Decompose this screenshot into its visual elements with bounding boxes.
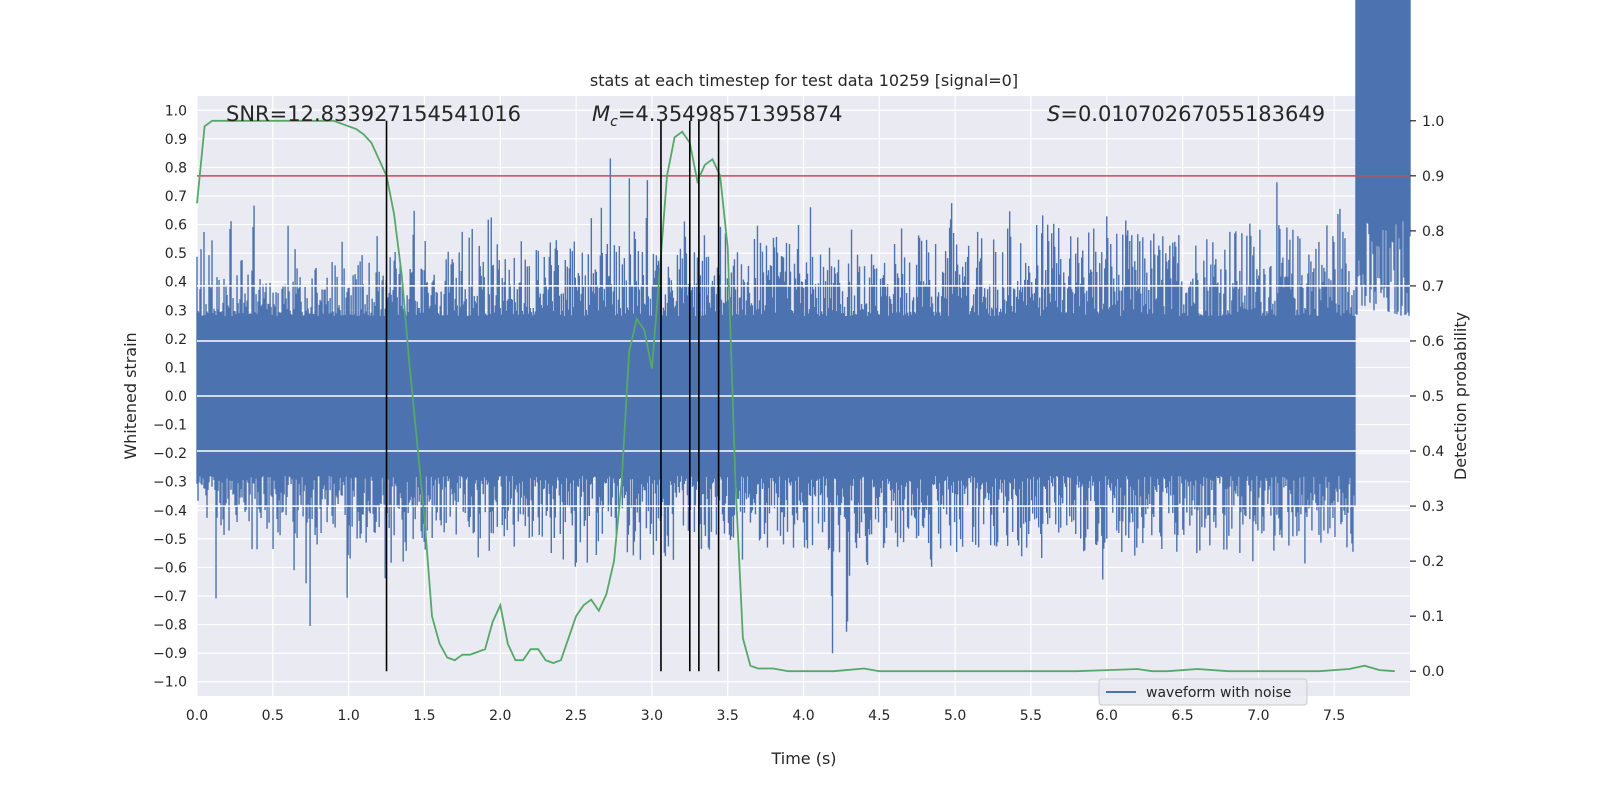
x-tick-label: 2.5 [565,708,587,724]
y-left-tick-label: 0.8 [165,160,187,176]
y-left-tick-label: −0.9 [153,646,187,662]
y-left-tick-label: −0.1 [153,418,187,434]
x-tick-label: 5.0 [944,708,966,724]
y-right-tick-label: 0.5 [1422,389,1444,405]
x-tick-label: 0.0 [186,708,208,724]
y-left-tick-label: −0.4 [153,503,187,519]
y-left-tick-label: −0.2 [153,446,187,462]
y-left-tick-label: 0.0 [165,389,187,405]
detection-probability-line [196,119,1395,673]
chirp-mass-subscript: c [610,114,618,130]
chirp-mass-value: =4.35498571395874 [618,102,843,126]
s-statistic-value: =0.01070267055183649 [1060,102,1325,126]
y-right-tick-label: 0.4 [1422,444,1444,460]
y-right-tick-label: 0.1 [1422,609,1444,625]
legend: waveform with noise [1098,678,1308,706]
y-left-tick-label: 0.9 [165,132,187,148]
y-left-tick-label: −0.5 [153,532,187,548]
x-tick-label: 1.5 [413,708,435,724]
y-right-tick-label: 0.2 [1422,554,1444,570]
y-right-tick-label: 0.9 [1422,169,1444,185]
x-tick-label: 2.0 [489,708,511,724]
x-tick-label: 4.5 [868,708,890,724]
snr-annotation: SNR=12.833927154541016 [226,102,521,126]
legend-box [1098,678,1308,706]
y-right-tick-label: 0.0 [1422,664,1444,680]
y-left-tick-label: 0.7 [165,189,187,205]
x-tick-label: 7.0 [1247,708,1269,724]
y-left-tick-label: 0.5 [165,246,187,262]
y-left-tick-label: 1.0 [165,103,187,119]
x-tick-label: 3.0 [641,708,663,724]
axis-ticks: 0.0 0.5 1.0 1.5 2.0 2.5 3.0 3.5 4.0 4.5 5.0 5.5 6.0 6… [153,103,1444,724]
vertical-markers [385,120,720,672]
x-tick-label: 6.0 [1096,708,1118,724]
y-right-tick-label: 0.8 [1422,224,1444,240]
y-left-tick-label: −0.6 [153,560,187,576]
y-left-tick-label: −0.8 [153,618,187,634]
waveform-series [196,0,1411,654]
y-right-tick-label: 0.7 [1422,279,1444,295]
y-left-tick-label: −0.7 [153,589,187,605]
x-tick-label: 3.5 [717,708,739,724]
x-tick-label: 7.5 [1323,708,1345,724]
y-left-tick-label: 0.6 [165,218,187,234]
y-left-tick-label: 0.2 [165,332,187,348]
chart-title: stats at each timestep for test data 102… [590,71,1018,90]
probability-series [196,119,1410,673]
y-axis-left-label: Whitened strain [121,332,140,459]
y-left-tick-label: 0.3 [165,303,187,319]
x-tick-label: 0.5 [262,708,284,724]
x-tick-label: 6.5 [1171,708,1193,724]
x-axis-label: Time (s) [770,749,836,768]
x-tick-label: 5.5 [1020,708,1042,724]
y-right-tick-label: 0.3 [1422,499,1444,515]
y-left-tick-label: −0.3 [153,475,187,491]
s-statistic-symbol: S [1047,102,1060,126]
x-tick-label: 4.0 [792,708,814,724]
y-left-tick-label: −1.0 [153,675,187,691]
y-right-tick-label: 0.6 [1422,334,1444,350]
chirp-mass-annotation: Mc=4.35498571395874 [592,102,843,130]
s-statistic-annotation: S=0.01070267055183649 [1047,102,1325,126]
y-left-tick-label: 0.1 [165,360,187,376]
chirp-mass-symbol: M [592,102,610,126]
y-axis-right-label: Detection probability [1451,312,1470,480]
legend-label: waveform with noise [1146,685,1291,701]
y-left-tick-label: 0.4 [165,275,187,291]
y-right-tick-label: 1.0 [1422,114,1444,130]
x-tick-label: 1.0 [337,708,359,724]
